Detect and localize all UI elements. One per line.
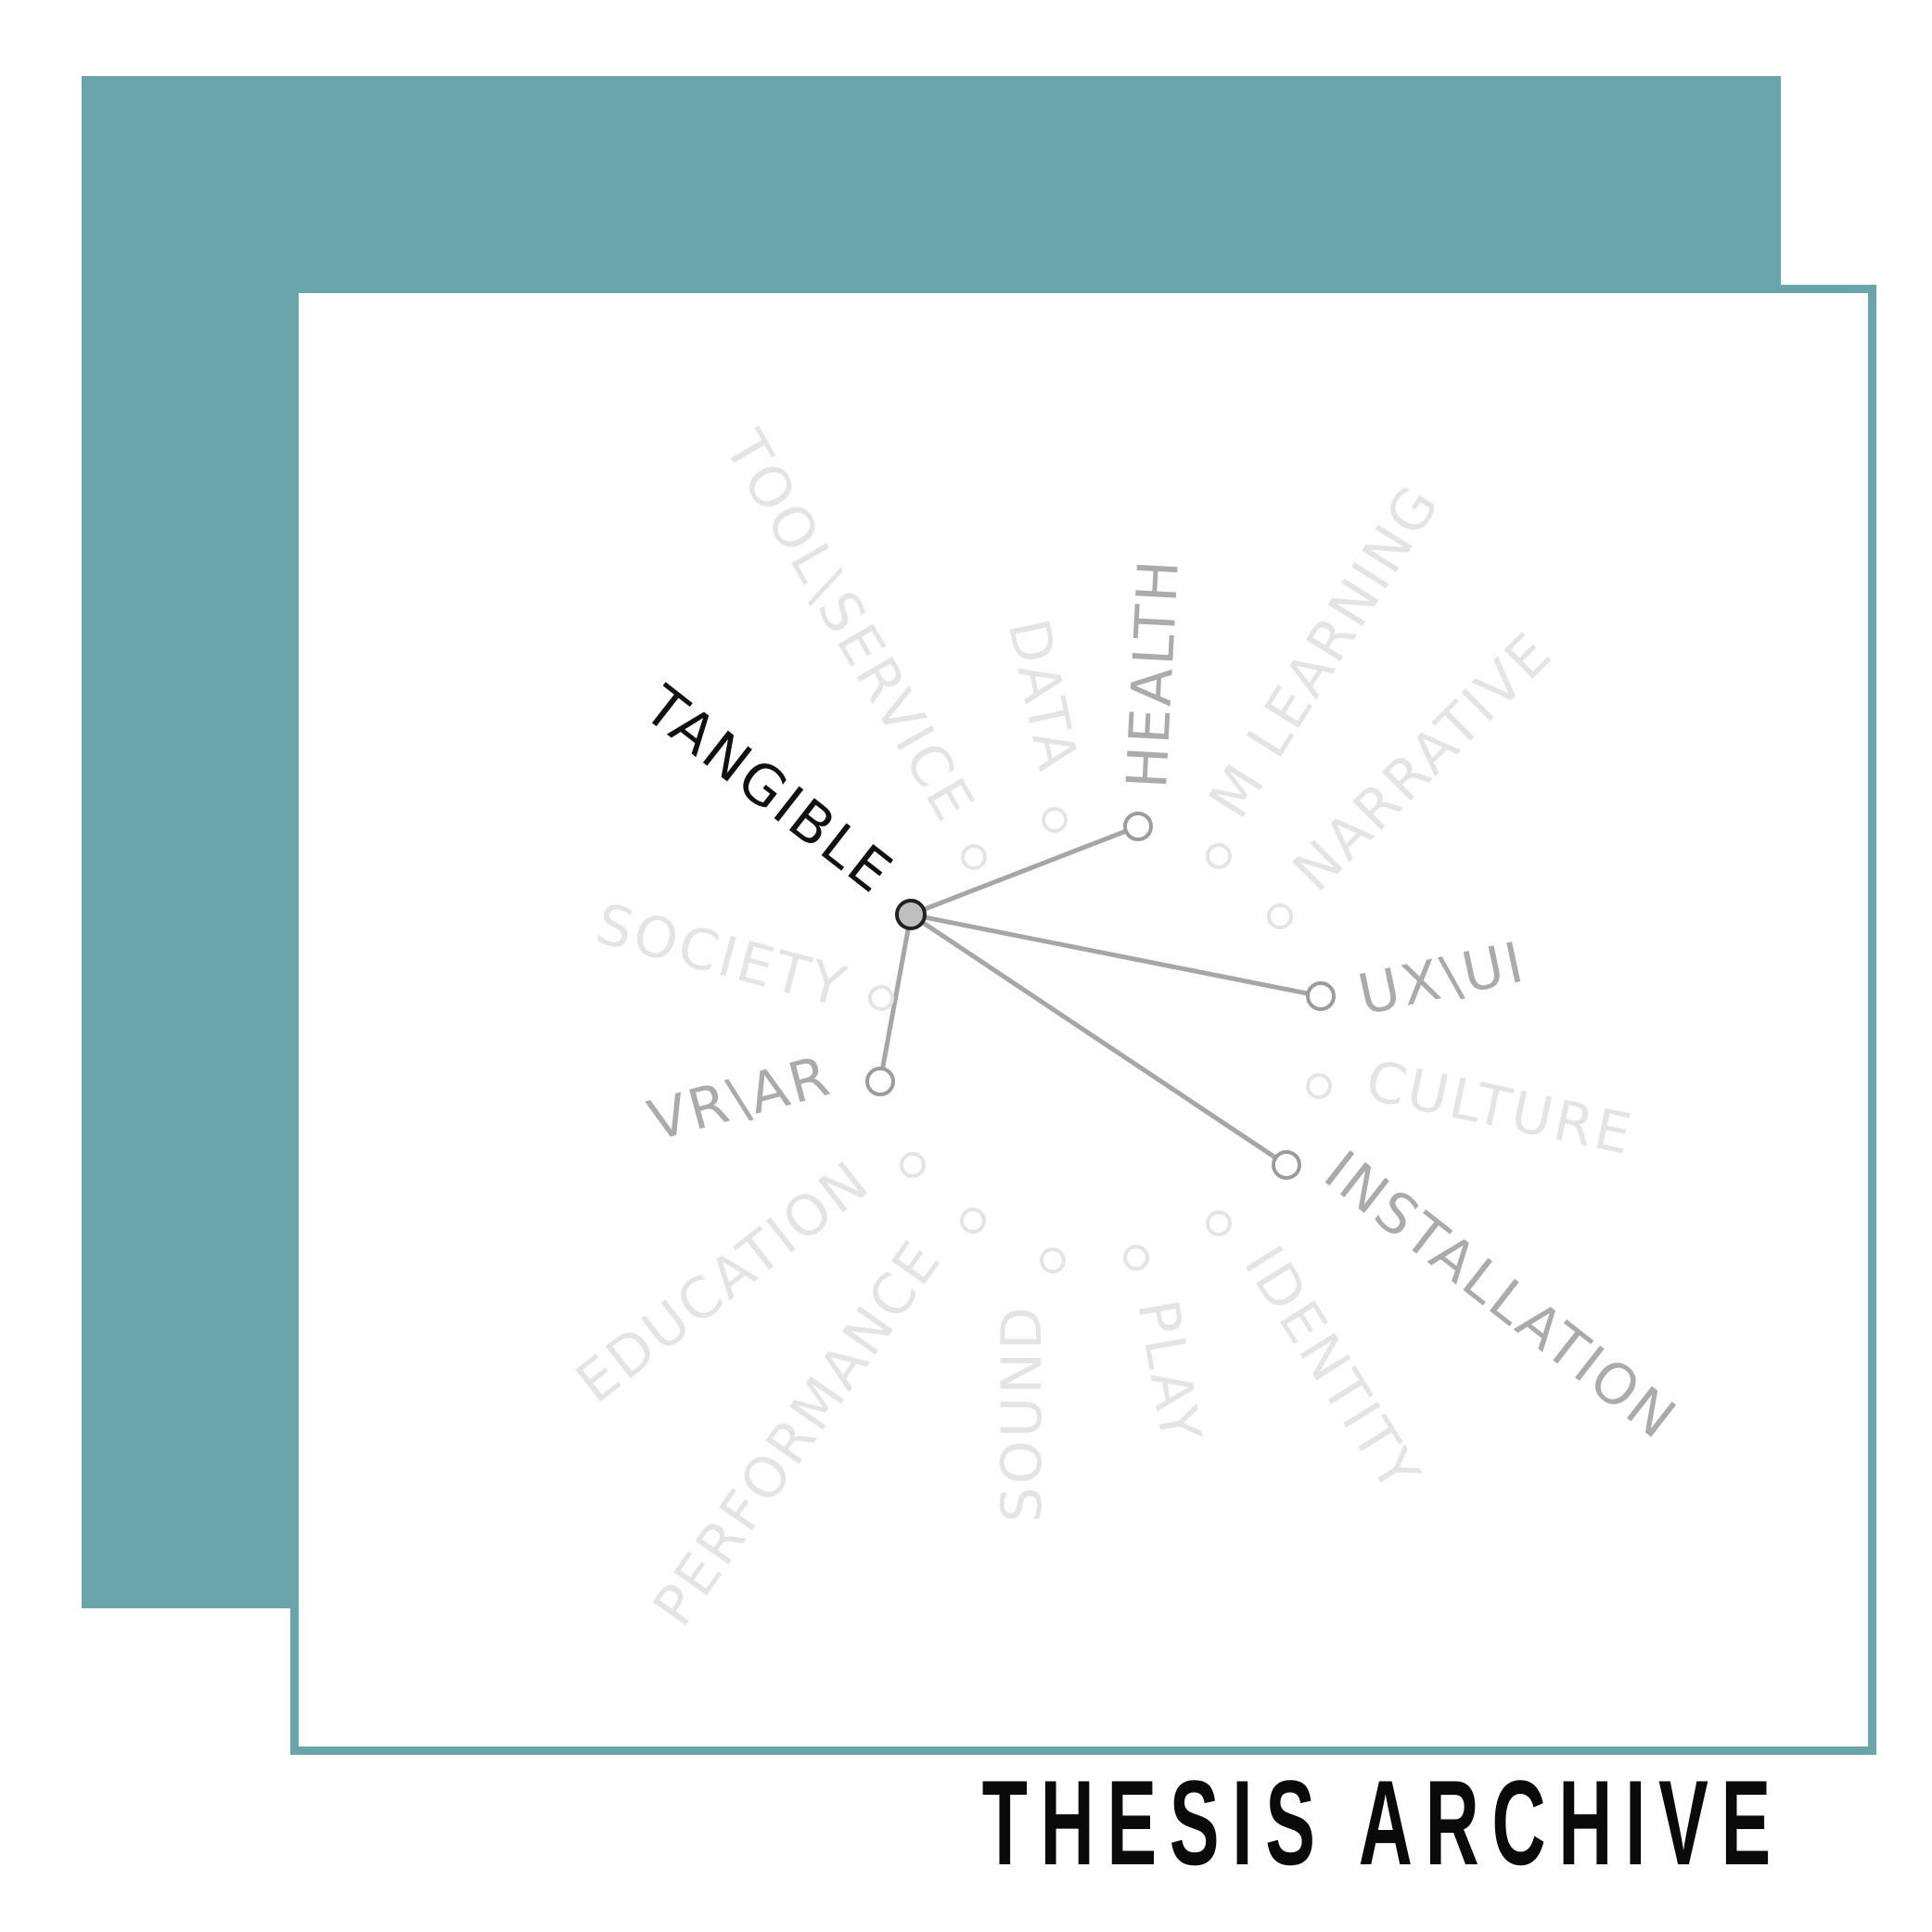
node-tangible[interactable] bbox=[895, 899, 927, 930]
label-play[interactable]: PLAY bbox=[1124, 1295, 1213, 1449]
label-health[interactable]: HEALTH bbox=[1115, 556, 1192, 789]
label-society[interactable]: SOCIETY bbox=[589, 891, 854, 1020]
label-vrar[interactable]: VR\AR bbox=[642, 1043, 838, 1155]
page-title: THESIS ARCHIVE bbox=[981, 1755, 1784, 1890]
node-toolservice[interactable] bbox=[961, 844, 987, 870]
label-uxui[interactable]: UX\UI bbox=[1353, 929, 1531, 1028]
label-data[interactable]: DATA bbox=[995, 614, 1091, 778]
node-mlearning[interactable] bbox=[1206, 843, 1232, 869]
topic-graph: TANGIBLEHEALTHUX\UIINSTALLATIONVR\ARTOOL… bbox=[565, 419, 1689, 1637]
topic-graph-card: TANGIBLE HEALTH UX\UI INSTALLATION VR\AR TOOL… bbox=[290, 285, 1876, 1755]
node-culture[interactable] bbox=[1306, 1073, 1332, 1099]
node-uxui[interactable] bbox=[1306, 981, 1336, 1011]
edge-tangible-health bbox=[908, 824, 1141, 917]
node-identity[interactable] bbox=[1206, 1210, 1232, 1236]
node-play[interactable] bbox=[1123, 1245, 1149, 1271]
node-education[interactable] bbox=[900, 1152, 926, 1178]
node-vrar[interactable] bbox=[865, 1067, 895, 1096]
node-data[interactable] bbox=[1042, 807, 1068, 833]
edge-tangible-vrar bbox=[877, 912, 914, 1084]
edge-tangible-installation bbox=[908, 912, 1289, 1168]
node-installation[interactable] bbox=[1272, 1150, 1301, 1180]
label-sound[interactable]: SOUND bbox=[990, 1304, 1055, 1522]
label-identity[interactable]: IDENTITY bbox=[1231, 1235, 1432, 1504]
label-culture[interactable]: CULTURE bbox=[1361, 1048, 1639, 1168]
edge-tangible-uxui bbox=[908, 912, 1324, 999]
node-sound[interactable] bbox=[1040, 1247, 1066, 1273]
node-narrative[interactable] bbox=[1267, 903, 1293, 929]
node-performance[interactable] bbox=[960, 1208, 986, 1234]
node-health[interactable] bbox=[1123, 812, 1153, 841]
node-society[interactable] bbox=[868, 985, 894, 1011]
